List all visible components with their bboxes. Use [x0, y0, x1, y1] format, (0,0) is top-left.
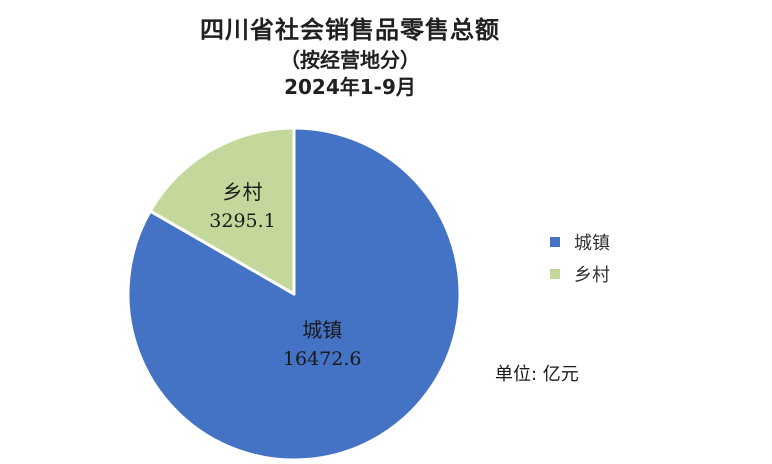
- chart-period: 2024年1-9月: [284, 75, 416, 99]
- legend-label-rural: 乡村: [574, 265, 610, 286]
- pie-slice-rural: [148, 126, 296, 296]
- unit-note: 单位: 亿元: [495, 364, 579, 385]
- slice-label-rural: 乡村: [223, 180, 263, 204]
- legend-swatch-urban: [550, 237, 560, 247]
- title-block: 四川省社会销售品零售总额 （按经营地分） 2024年1-9月: [170, 14, 530, 100]
- slice-value-rural: 3295.1: [209, 210, 275, 232]
- legend-item-urban: 城镇: [550, 226, 710, 258]
- chart-subtitle: （按经营地分）: [280, 48, 420, 72]
- legend-item-rural: 乡村: [550, 258, 710, 290]
- slice-label-urban: 城镇: [302, 318, 342, 342]
- pie-slice-urban: [126, 126, 462, 462]
- legend: 城镇 乡村: [550, 226, 710, 290]
- chart-title: 四川省社会销售品零售总额: [200, 16, 500, 44]
- slice-value-urban: 16472.6: [283, 348, 362, 370]
- legend-label-urban: 城镇: [574, 233, 610, 254]
- legend-swatch-rural: [550, 269, 560, 279]
